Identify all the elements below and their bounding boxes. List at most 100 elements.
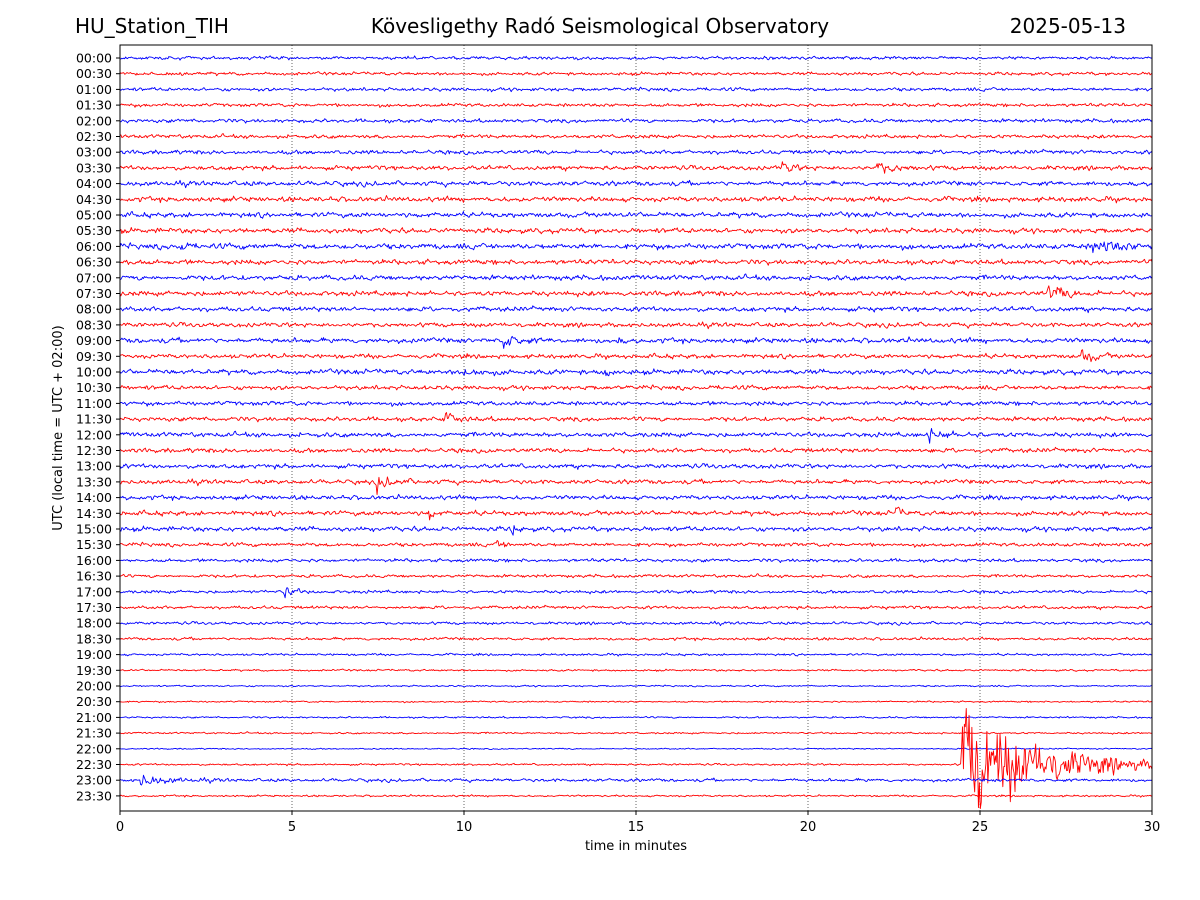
y-tick-label-18:30: 18:30 (76, 631, 112, 646)
trace-row-09:30 (120, 349, 1152, 363)
y-tick-label-20:00: 20:00 (76, 679, 112, 694)
y-tick-label-19:30: 19:30 (76, 663, 112, 678)
trace-row-06:00 (120, 241, 1152, 254)
trace-row-03:30 (120, 161, 1152, 174)
trace-row-01:30 (120, 102, 1152, 108)
y-tick-label-14:00: 14:00 (76, 490, 112, 505)
trace-row-07:00 (120, 273, 1152, 282)
y-tick-label-10:30: 10:30 (76, 380, 112, 395)
trace-row-23:30 (120, 794, 1152, 798)
y-tick-label-02:00: 02:00 (76, 113, 112, 128)
y-tick-label-00:00: 00:00 (76, 51, 112, 66)
y-tick-label-08:30: 08:30 (76, 317, 112, 332)
y-tick-label-23:00: 23:00 (76, 773, 112, 788)
y-tick-label-06:00: 06:00 (76, 239, 112, 254)
trace-row-18:00 (120, 620, 1152, 627)
trace-row-14:00 (120, 493, 1152, 502)
y-tick-label-05:30: 05:30 (76, 223, 112, 238)
y-tick-label-14:30: 14:30 (76, 506, 112, 521)
trace-row-03:00 (120, 148, 1152, 156)
record-date: 2025-05-13 (1009, 14, 1126, 38)
x-axis-ticks: 0 5 10 15 20 25 30 (116, 811, 1160, 835)
trace-row-22:00 (120, 747, 1152, 751)
y-tick-label-09:00: 09:00 (76, 333, 112, 348)
trace-row-20:00 (120, 684, 1152, 688)
x-tick-label-5: 5 (288, 820, 296, 835)
trace-row-21:00 (120, 715, 1152, 719)
trace-row-00:00 (120, 55, 1152, 61)
y-tick-label-21:00: 21:00 (76, 710, 112, 725)
trace-row-08:30 (120, 321, 1152, 330)
x-axis-label: time in minutes (585, 839, 687, 854)
trace-row-04:30 (120, 195, 1152, 204)
y-tick-label-04:00: 04:00 (76, 176, 112, 191)
x-tick-label-30: 30 (1144, 820, 1161, 835)
trace-row-11:30 (120, 412, 1152, 423)
y-tick-label-22:00: 22:00 (76, 741, 112, 756)
y-tick-label-16:30: 16:30 (76, 569, 112, 584)
y-tick-label-11:30: 11:30 (76, 412, 112, 427)
y-tick-label-05:00: 05:00 (76, 208, 112, 223)
x-tick-label-10: 10 (456, 820, 473, 835)
trace-row-23:00 (120, 774, 1152, 786)
trace-row-08:00 (120, 305, 1152, 314)
y-tick-label-10:00: 10:00 (76, 365, 112, 380)
y-tick-label-23:30: 23:30 (76, 788, 112, 803)
y-axis-ticks: 00:0000:3001:0001:3002:0002:3003:0003:30… (76, 51, 120, 803)
y-tick-label-20:30: 20:30 (76, 694, 112, 709)
trace-row-14:30 (120, 506, 1152, 521)
trace-row-05:00 (120, 211, 1152, 219)
grid-lines (291, 45, 981, 811)
trace-row-02:00 (120, 118, 1152, 124)
trace-row-17:00 (120, 587, 1152, 599)
trace-row-15:00 (120, 525, 1152, 536)
y-axis-label: UTC (local time = UTC + 02:00) (51, 325, 66, 530)
x-tick-label-20: 20 (800, 820, 817, 835)
x-tick-label-0: 0 (116, 820, 124, 835)
trace-row-01:00 (120, 86, 1152, 93)
trace-row-05:30 (120, 227, 1152, 235)
trace-row-07:30 (120, 285, 1152, 299)
trace-row-13:00 (120, 463, 1152, 470)
y-tick-label-13:30: 13:30 (76, 474, 112, 489)
y-tick-label-17:30: 17:30 (76, 600, 112, 615)
trace-row-17:30 (120, 604, 1152, 611)
trace-row-02:30 (120, 133, 1152, 140)
y-tick-label-21:30: 21:30 (76, 726, 112, 741)
trace-row-11:00 (120, 400, 1152, 407)
x-tick-label-15: 15 (628, 820, 645, 835)
y-tick-label-07:30: 07:30 (76, 286, 112, 301)
y-tick-label-08:00: 08:00 (76, 302, 112, 317)
y-tick-label-13:00: 13:00 (76, 459, 112, 474)
trace-row-18:30 (120, 636, 1152, 642)
y-tick-label-06:30: 06:30 (76, 255, 112, 270)
y-tick-label-16:00: 16:00 (76, 553, 112, 568)
trace-row-10:00 (120, 368, 1152, 377)
y-tick-label-12:30: 12:30 (76, 443, 112, 458)
trace-row-20:30 (120, 700, 1152, 704)
observatory-title: Kövesligethy Radó Seismological Observat… (370, 14, 830, 38)
y-tick-label-03:30: 03:30 (76, 160, 112, 175)
trace-row-12:30 (120, 446, 1152, 454)
y-tick-label-03:00: 03:00 (76, 145, 112, 160)
y-tick-label-09:30: 09:30 (76, 349, 112, 364)
trace-row-12:00 (120, 427, 1152, 444)
y-tick-label-00:30: 00:30 (76, 66, 112, 81)
y-tick-label-18:00: 18:00 (76, 616, 112, 631)
trace-row-19:00 (120, 652, 1152, 657)
trace-row-22:30 (120, 708, 1152, 809)
station-name: HU_Station_TIH (75, 14, 229, 38)
y-tick-label-22:30: 22:30 (76, 757, 112, 772)
trace-row-06:30 (120, 258, 1152, 266)
y-tick-label-19:00: 19:00 (76, 647, 112, 662)
y-tick-label-01:00: 01:00 (76, 82, 112, 97)
trace-row-15:30 (120, 540, 1152, 548)
trace-row-04:00 (120, 179, 1152, 189)
trace-row-13:30 (120, 476, 1152, 496)
trace-row-21:30 (120, 731, 1152, 735)
x-tick-label-25: 25 (972, 820, 989, 835)
trace-row-09:00 (120, 335, 1152, 349)
y-tick-label-04:30: 04:30 (76, 192, 112, 207)
y-tick-label-01:30: 01:30 (76, 98, 112, 113)
y-tick-label-15:00: 15:00 (76, 522, 112, 537)
